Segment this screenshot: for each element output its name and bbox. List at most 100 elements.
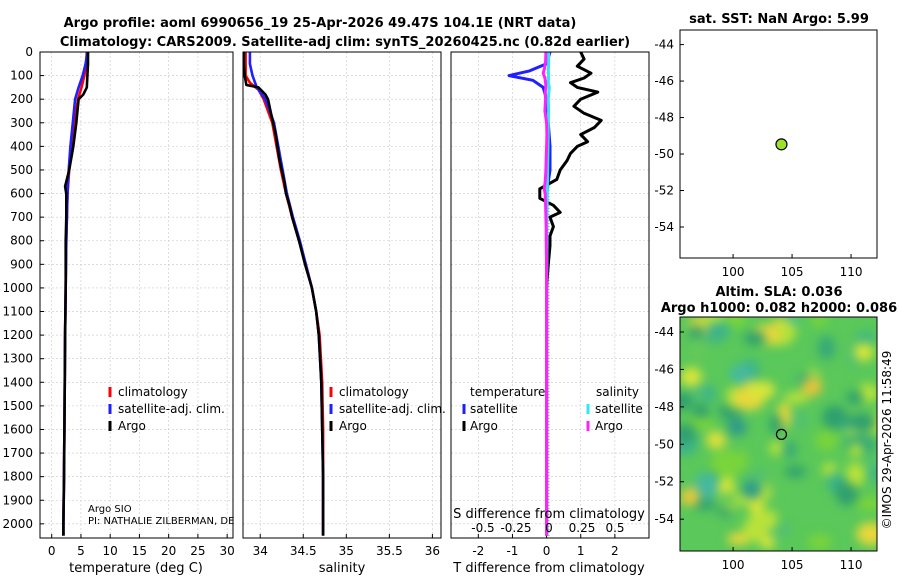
sla-blob	[743, 516, 769, 542]
sla-blob	[680, 392, 694, 411]
temperature-panel: 0 5 10 15 20 25 30 0 100 200 300 400 500 600 700 800 90…	[2, 45, 234, 576]
sla-blob	[680, 367, 703, 387]
sst-map-points	[775, 138, 788, 151]
x-tick-label: 0	[48, 544, 56, 558]
sla-blob	[725, 317, 747, 329]
series-line-climatology	[244, 52, 325, 536]
map-y-tick-label: -48	[654, 400, 674, 414]
map-y-tick-label: -44	[654, 325, 674, 339]
sla-blob	[775, 322, 798, 336]
map-y-tick-label: -46	[654, 74, 674, 88]
difference-grid	[451, 51, 649, 538]
sal-diff-tick-label: -0.25	[500, 521, 531, 535]
sla-blob	[710, 450, 741, 478]
legend-label: satellite-adj. clim.	[118, 402, 225, 416]
sla-heatmap-blobs	[680, 317, 877, 550]
sla-blob	[726, 532, 751, 546]
legend-label: Argo	[118, 419, 146, 433]
map-x-tick-label: 105	[781, 558, 804, 572]
difference-panel: -2 -1 0 1 2 T difference from climatology S …	[450, 51, 650, 576]
imos-timestamp: ©IMOS 29-Apr-2026 11:58:49	[880, 351, 894, 530]
sla-blob	[700, 317, 725, 323]
map-x-tick-label: 100	[722, 265, 745, 279]
sla-blob	[686, 417, 714, 429]
map-y-tick-label: -48	[654, 111, 674, 125]
sla-blob	[856, 522, 877, 546]
salinity-difference-ticks: -0.5 -0.25 0 0.25 0.5	[471, 521, 624, 535]
sal-diff-tick-label: 0.25	[569, 521, 596, 535]
x-tick-label: 5	[77, 544, 85, 558]
sla-blob	[854, 343, 874, 361]
map-y-tick-label: -50	[654, 437, 674, 451]
sst-map-title: sat. SST: NaN Argo: 5.99	[689, 12, 869, 27]
sla-blob	[788, 410, 809, 430]
depth-tick-label: 1000	[2, 281, 33, 295]
x-tick-label: 35	[339, 544, 354, 558]
pi-line-1: Argo SIO	[88, 504, 132, 515]
sla-map-axes-box	[679, 316, 878, 552]
sal-diff-tick-label: 0	[545, 521, 553, 535]
sla-blob	[810, 317, 828, 327]
temperature-legend: climatology satellite-adj. clim. Argo	[108, 385, 225, 433]
depth-tick-label: 1900	[2, 493, 33, 507]
map-x-tick-label: 110	[840, 265, 863, 279]
sla-blob	[807, 534, 832, 550]
legend-label: climatology	[339, 385, 409, 399]
sla-blob	[680, 488, 700, 506]
difference-x-ticks: -2 -1 0 1 2	[472, 534, 619, 558]
sla-map-panel: Altim. SLA: 0.036 Argo h1000: 0.082 h200…	[654, 285, 897, 572]
x-tick-label: 1	[577, 544, 585, 558]
map-x-tick-label: 110	[840, 558, 863, 572]
sla-map-title-line-2: Argo h1000: 0.082 h2000: 0.086	[661, 301, 897, 316]
depth-tick-label: 100	[10, 69, 33, 83]
sla-blob	[688, 325, 705, 341]
sla-blob	[855, 496, 877, 511]
sla-blob	[856, 332, 876, 344]
x-tick-label: 35.5	[376, 544, 403, 558]
x-tick-label: 25	[190, 544, 205, 558]
map-x-tick-label: 105	[781, 265, 804, 279]
sla-blob	[680, 423, 697, 444]
sla-blob	[692, 403, 709, 421]
sla-blob	[770, 413, 782, 435]
sla-blob	[802, 378, 822, 396]
sla-blob	[846, 390, 864, 405]
depth-tick-label: 1300	[2, 352, 33, 366]
map-y-tick-label: -54	[654, 220, 674, 234]
depth-tick-label: 1600	[2, 422, 33, 436]
x-tick-label: -1	[506, 544, 518, 558]
sla-blob	[782, 441, 797, 459]
x-tick-label: 20	[161, 544, 176, 558]
x-tick-label: 2	[611, 544, 619, 558]
sal-diff-tick-label: 0.5	[605, 521, 624, 535]
sla-blob	[864, 455, 877, 470]
x-tick-label: 36	[425, 544, 440, 558]
series-line-argo	[243, 52, 325, 536]
series-line-s-argo-clim	[541, 52, 549, 536]
x-tick-label: -2	[472, 544, 484, 558]
depth-tick-label: 1700	[2, 446, 33, 460]
sla-blob	[849, 443, 863, 457]
sla-blob	[742, 481, 762, 499]
legend-label: satellite-adj. clim.	[339, 402, 446, 416]
depth-tick-label: 900	[10, 257, 33, 271]
x-tick-label: 0	[543, 544, 551, 558]
difference-xlabel: T difference from climatology	[452, 561, 645, 576]
sla-blob	[784, 465, 807, 478]
salinity-axes-box	[242, 51, 442, 539]
x-tick-label: 30	[220, 544, 235, 558]
sla-map-points	[775, 428, 788, 440]
depth-tick-label: 1400	[2, 375, 33, 389]
depth-tick-label: 300	[10, 116, 33, 130]
legend-label: climatology	[118, 385, 188, 399]
sal-diff-tick-label: -0.5	[471, 521, 494, 535]
salinity-legend: climatology satellite-adj. clim. Argo	[329, 385, 446, 433]
temperature-lines	[62, 52, 90, 536]
depth-tick-label: 2000	[2, 517, 33, 531]
temperature-xlabel: temperature (deg C)	[69, 561, 203, 576]
map-y-tick-label: -52	[654, 184, 674, 198]
sla-blob	[727, 418, 747, 436]
sla-map-ticks: 100 105 110 -44 -46 -48 -50 -52 -54	[654, 325, 862, 572]
